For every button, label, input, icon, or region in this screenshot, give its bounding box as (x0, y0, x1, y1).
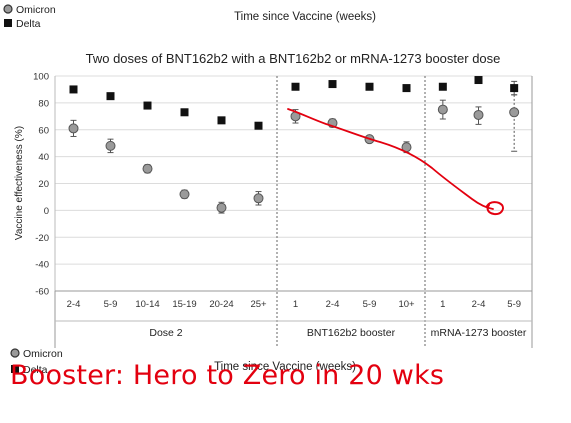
delta-point (69, 85, 78, 94)
red-circle-mark (486, 201, 504, 216)
y-tick-label: 20 (38, 179, 49, 190)
x-tick-label: 10-14 (135, 299, 159, 310)
x-tick-label: 15-19 (172, 299, 196, 310)
omicron-point (142, 163, 153, 174)
delta-point (143, 101, 152, 110)
group-label: Dose 2 (149, 327, 182, 339)
omicron-point (179, 189, 190, 200)
red-trend-annotation (287, 108, 504, 216)
x-tick-label: 1 (440, 299, 445, 310)
top-axis-label: Time since Vaccine (weeks) (234, 11, 376, 23)
delta-point (180, 108, 189, 117)
x-tick-label: 1 (293, 299, 298, 310)
delta-point (217, 116, 226, 125)
legend-omicron-label: Omicron (16, 4, 56, 16)
x-tick-label: 10+ (398, 299, 415, 310)
bottom-axis-label: Time since Vaccine (weeks) (214, 361, 356, 373)
omicron-point (509, 107, 520, 118)
y-tick-label: 100 (33, 72, 49, 83)
x-tick-label: 2-4 (326, 299, 340, 310)
omicron-point (253, 193, 264, 204)
red-trend-line (287, 108, 494, 210)
group-label: mRNA-1273 booster (431, 327, 527, 339)
omicron-point (68, 123, 79, 134)
bottom-legend: Omicron Delta (10, 348, 63, 376)
delta-point (291, 82, 300, 91)
delta-point (365, 82, 374, 91)
delta-point (106, 92, 115, 101)
group-labels: Dose 2 BNT162b2 booster mRNA-1273 booster (149, 327, 526, 339)
data-points (68, 76, 520, 213)
x-tick-label: 2-4 (472, 299, 486, 310)
error-bars (70, 80, 518, 214)
axis-frame (54, 76, 533, 348)
x-tick-labels: 2-4 5-9 10-14 15-19 20-24 25+ 1 2-4 5-9 10+ 1 2-4 5-… (67, 299, 521, 310)
bottom-legend-delta-label: Delta (23, 364, 48, 376)
bottom-legend-omicron-marker (10, 348, 20, 358)
x-tick-label: 5-9 (104, 299, 118, 310)
y-tick-label: 80 (38, 98, 49, 109)
delta-point (402, 84, 411, 93)
y-tick-label: -60 (35, 287, 49, 298)
gridlines (55, 75, 532, 292)
top-legend: Omicron Delta (3, 4, 56, 30)
x-tick-label: 5-9 (507, 299, 521, 310)
booster-caption: Booster: Hero to Zero in 20 wks (10, 360, 445, 391)
delta-point (254, 121, 263, 130)
delta-point (474, 76, 483, 85)
bottom-legend-omicron-label: Omicron (23, 348, 63, 360)
delta-point (438, 82, 447, 91)
bottom-legend-delta-marker (11, 365, 19, 373)
y-tick-label: 60 (38, 125, 49, 136)
legend-omicron-marker (3, 4, 13, 14)
y-tick-labels: -60 -40 -20 0 20 40 60 80 100 (33, 72, 49, 298)
y-tick-label: -20 (35, 233, 49, 244)
omicron-point (105, 140, 116, 151)
legend-delta-marker (4, 19, 12, 27)
y-tick-label: 0 (44, 206, 49, 217)
delta-point (510, 84, 519, 93)
x-tick-label: 20-24 (209, 299, 233, 310)
x-tick-label: 25+ (250, 299, 267, 310)
group-label: BNT162b2 booster (307, 327, 396, 339)
delta-point (328, 80, 337, 89)
x-tick-label: 5-9 (363, 299, 377, 310)
x-tick-label: 2-4 (67, 299, 81, 310)
omicron-point (473, 109, 484, 120)
y-tick-label: 40 (38, 152, 49, 163)
y-tick-label: -40 (35, 260, 49, 271)
legend-delta-label: Delta (16, 18, 41, 30)
y-axis-label: Vaccine effectiveness (%) (14, 126, 25, 240)
omicron-point (437, 104, 448, 115)
omicron-point (216, 202, 227, 213)
group-separators (276, 76, 426, 348)
chart-title: Two doses of BNT162b2 with a BNT162b2 or… (86, 51, 501, 66)
